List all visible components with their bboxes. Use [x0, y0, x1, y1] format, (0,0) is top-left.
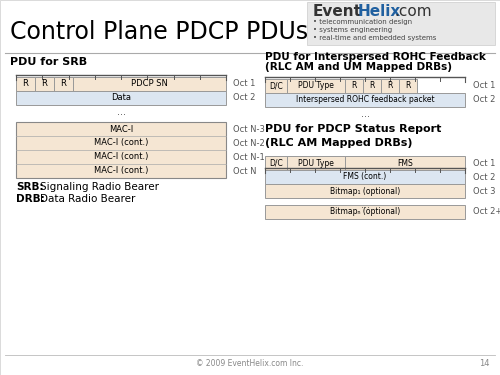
Bar [16, 77, 35, 91]
Bar [35, 77, 54, 91]
Text: Helix: Helix [358, 4, 401, 20]
Text: ...: ... [360, 109, 370, 119]
Text: ...: ... [360, 200, 370, 210]
Text: • telecommunication design: • telecommunication design [313, 19, 412, 25]
Text: Oct 3: Oct 3 [473, 186, 496, 195]
Bar [399, 79, 417, 93]
Bar [73, 77, 226, 91]
Text: Interspersed ROHC feedback packet: Interspersed ROHC feedback packet [296, 96, 434, 105]
Text: Oct N-1: Oct N-1 [233, 153, 265, 162]
Text: D/C: D/C [269, 159, 283, 168]
Text: Bitmap₁ (optional): Bitmap₁ (optional) [330, 186, 400, 195]
Text: R: R [388, 81, 392, 90]
Text: PDU Type: PDU Type [298, 81, 334, 90]
Text: Oct 2+N: Oct 2+N [473, 207, 500, 216]
Text: PDU for SRB: PDU for SRB [10, 57, 87, 67]
Text: .com: .com [394, 4, 432, 20]
Bar [16, 91, 226, 105]
Bar [265, 156, 287, 170]
Text: Bitmapₙ (optional): Bitmapₙ (optional) [330, 207, 400, 216]
Text: SRB:: SRB: [16, 182, 44, 192]
Bar [265, 93, 465, 107]
Text: Oct N: Oct N [233, 166, 256, 176]
Text: PDU for Interspersed ROHC Feedback: PDU for Interspersed ROHC Feedback [265, 52, 486, 62]
Text: PDU Type: PDU Type [298, 159, 334, 168]
Bar [265, 184, 465, 198]
Text: MAC-I: MAC-I [109, 124, 133, 134]
Text: ...: ... [116, 107, 126, 117]
Text: R: R [42, 80, 48, 88]
Text: FMS: FMS [397, 159, 413, 168]
Text: Oct N-3: Oct N-3 [233, 124, 265, 134]
Bar [381, 79, 399, 93]
Text: D/C: D/C [269, 81, 283, 90]
Text: Oct 1: Oct 1 [473, 159, 496, 168]
Bar [363, 79, 381, 93]
Text: (RLC AM and UM Mapped DRBs): (RLC AM and UM Mapped DRBs) [265, 62, 452, 72]
Text: © 2009 EventHelix.com Inc.: © 2009 EventHelix.com Inc. [196, 360, 304, 369]
Text: Oct 1: Oct 1 [233, 80, 256, 88]
Text: R: R [22, 80, 28, 88]
Text: Event: Event [313, 4, 362, 20]
Text: Oct 2: Oct 2 [233, 93, 256, 102]
Text: R: R [370, 81, 374, 90]
Text: FMS (cont.): FMS (cont.) [344, 172, 386, 182]
Text: Control Plane PDCP PDUs: Control Plane PDCP PDUs [10, 20, 308, 44]
Bar [54, 77, 73, 91]
Text: MAC-I (cont.): MAC-I (cont.) [94, 138, 148, 147]
Text: R: R [406, 81, 410, 90]
Text: PDU for PDCP Status Report: PDU for PDCP Status Report [265, 124, 442, 134]
Text: Oct 2: Oct 2 [473, 172, 496, 182]
Text: • real-time and embedded systems: • real-time and embedded systems [313, 35, 436, 41]
Text: Oct 2: Oct 2 [473, 96, 496, 105]
Bar [287, 156, 345, 170]
Text: Oct 1: Oct 1 [473, 81, 496, 90]
Bar [265, 79, 287, 93]
Bar [265, 170, 465, 184]
Text: Oct N-2: Oct N-2 [233, 138, 265, 147]
Text: R: R [352, 81, 356, 90]
Text: MAC-I (cont.): MAC-I (cont.) [94, 166, 148, 176]
Text: Signaling Radio Bearer: Signaling Radio Bearer [40, 182, 159, 192]
Text: (RLC AM Mapped DRBs): (RLC AM Mapped DRBs) [265, 138, 412, 148]
Bar [16, 122, 226, 178]
Text: • systems engineering: • systems engineering [313, 27, 392, 33]
Text: Data Radio Bearer: Data Radio Bearer [40, 194, 136, 204]
Text: R: R [60, 80, 66, 88]
Text: MAC-I (cont.): MAC-I (cont.) [94, 153, 148, 162]
Text: DRB:: DRB: [16, 194, 45, 204]
Bar [345, 156, 465, 170]
Bar [307, 2, 495, 45]
Text: 14: 14 [480, 360, 490, 369]
Text: PDCP SN: PDCP SN [131, 80, 168, 88]
Bar [287, 79, 345, 93]
Text: Data: Data [111, 93, 131, 102]
Bar [265, 205, 465, 219]
Bar [345, 79, 363, 93]
